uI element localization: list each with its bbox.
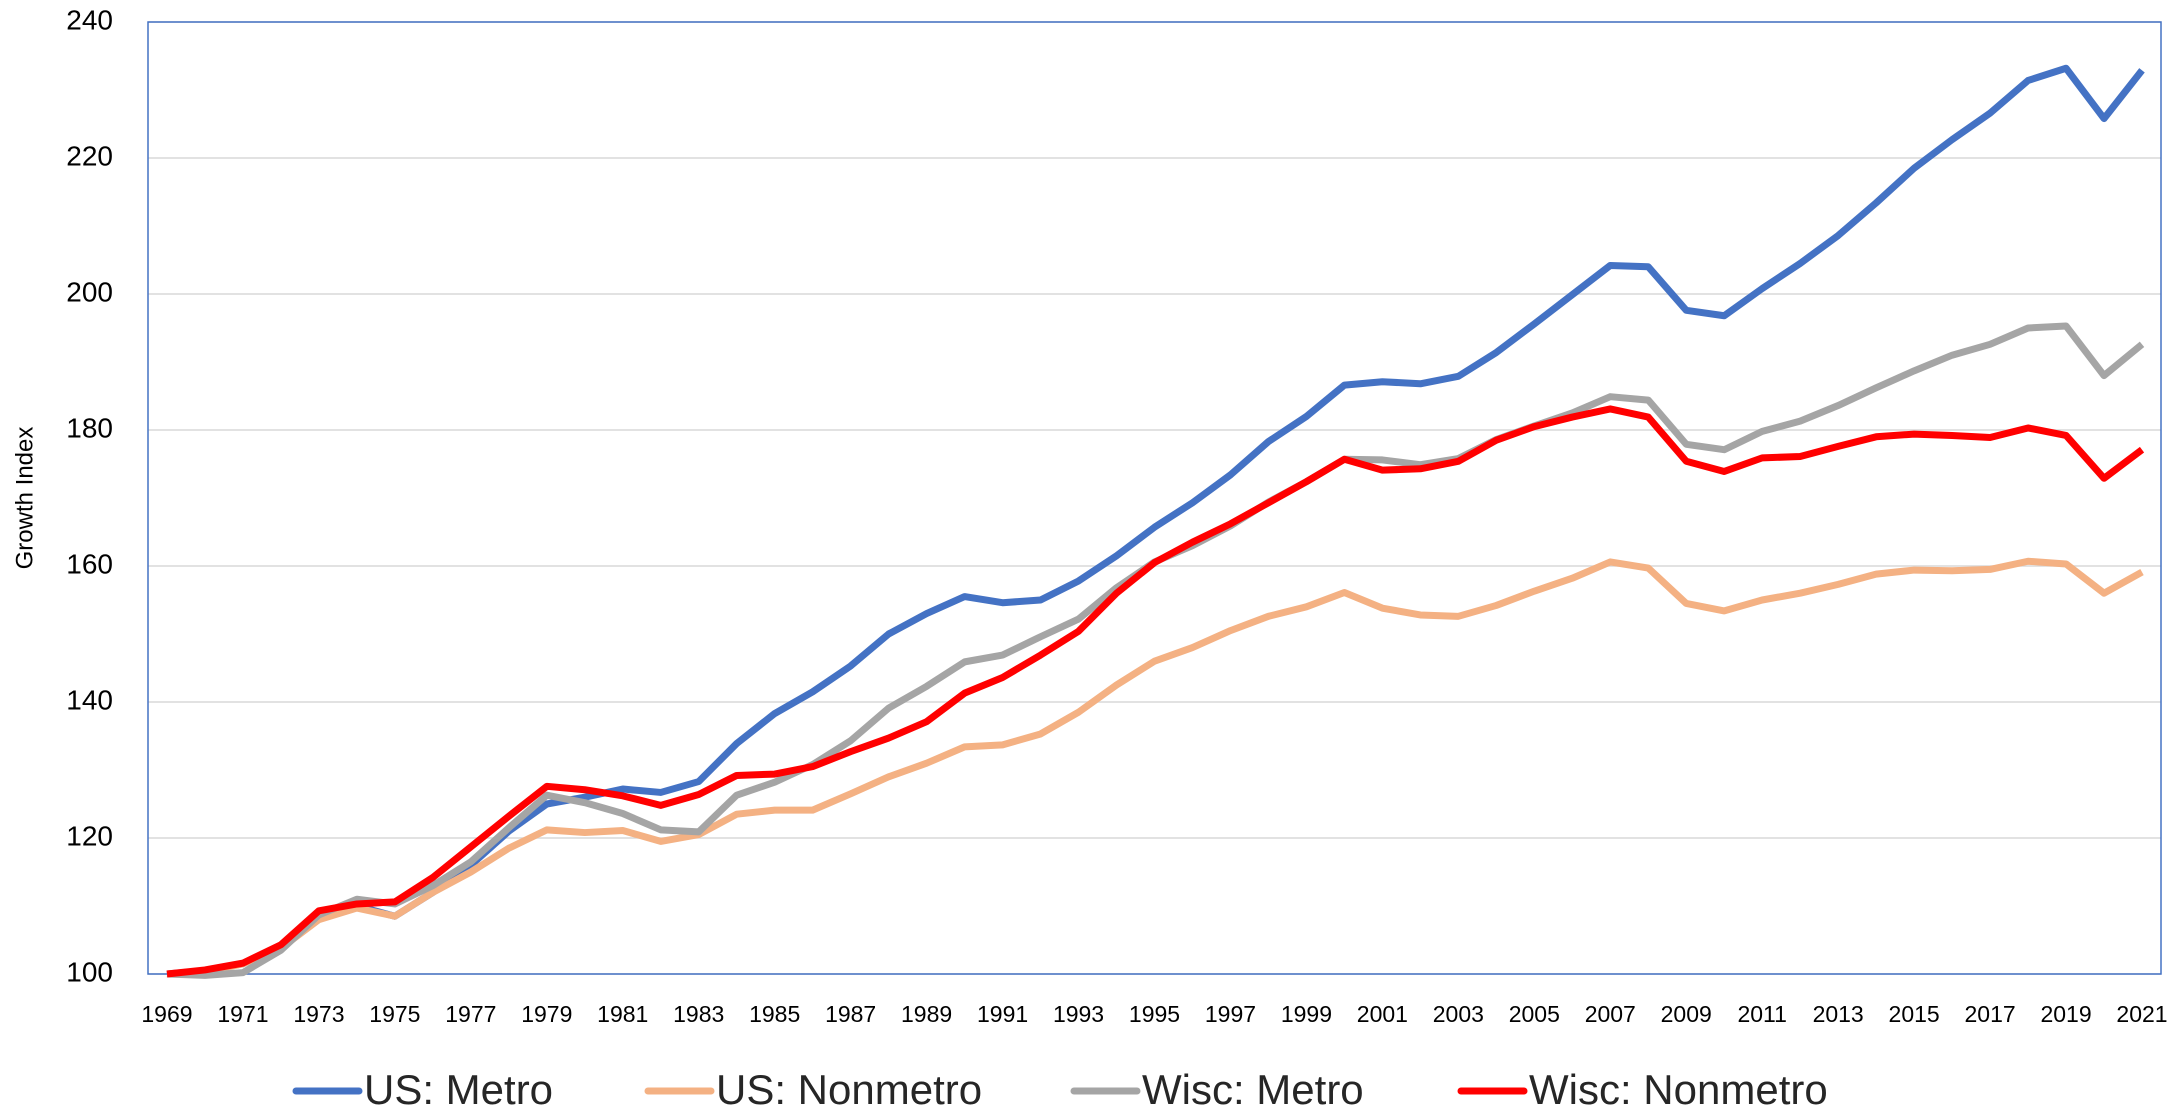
y-tick-label: 140: [66, 684, 113, 715]
x-tick-label: 1971: [217, 1001, 268, 1027]
x-tick-label: 2003: [1433, 1001, 1484, 1027]
x-tick-label: 1973: [293, 1001, 344, 1027]
x-tick-label: 1977: [445, 1001, 496, 1027]
series-line: [166, 405, 2145, 978]
x-tick-label: 1987: [825, 1001, 876, 1027]
y-tick-label: 220: [66, 140, 113, 171]
x-tick-label: 1981: [597, 1001, 648, 1027]
x-tick-label: 2015: [1889, 1001, 1940, 1027]
y-axis-label: Growth Index: [11, 427, 38, 570]
x-tick-label: 1997: [1205, 1001, 1256, 1027]
x-tick-label: 1979: [521, 1001, 572, 1027]
legend-label: US: Metro: [364, 1066, 553, 1113]
legend-label: Wisc: Metro: [1142, 1066, 1364, 1113]
x-tick-label: 2013: [1813, 1001, 1864, 1027]
plot-frame: [147, 21, 2162, 975]
x-tick-label: 2019: [2040, 1001, 2091, 1027]
x-tick-label: 2005: [1509, 1001, 1560, 1027]
x-tick-label: 1989: [901, 1001, 952, 1027]
x-tick-label: 1995: [1129, 1001, 1180, 1027]
x-tick-label: 1991: [977, 1001, 1028, 1027]
y-tick-label: 160: [66, 548, 113, 579]
x-tick-label: 2021: [2116, 1001, 2167, 1027]
y-tick-label: 120: [66, 820, 113, 851]
y-tick-label: 240: [66, 4, 113, 35]
y-tick-label: 100: [66, 956, 113, 987]
x-tick-label: 2011: [1737, 1001, 1786, 1027]
x-tick-label: 2007: [1585, 1001, 1636, 1027]
y-tick-label: 180: [66, 412, 113, 443]
legend-label: US: Nonmetro: [716, 1066, 982, 1113]
x-tick-label: 2001: [1357, 1001, 1408, 1027]
x-tick-label: 1993: [1053, 1001, 1104, 1027]
legend-label: Wisc: Nonmetro: [1529, 1066, 1828, 1113]
x-tick-label: 1975: [369, 1001, 420, 1027]
series-line: [166, 557, 2144, 978]
x-tick-label: 1983: [673, 1001, 724, 1027]
x-tick-label: 1985: [749, 1001, 800, 1027]
x-tick-label: 2009: [1661, 1001, 1712, 1027]
x-tick-label: 1969: [141, 1001, 192, 1027]
y-tick-label: 200: [66, 276, 113, 307]
x-tick-label: 2017: [1964, 1001, 2015, 1027]
x-tick-label: 1999: [1281, 1001, 1332, 1027]
